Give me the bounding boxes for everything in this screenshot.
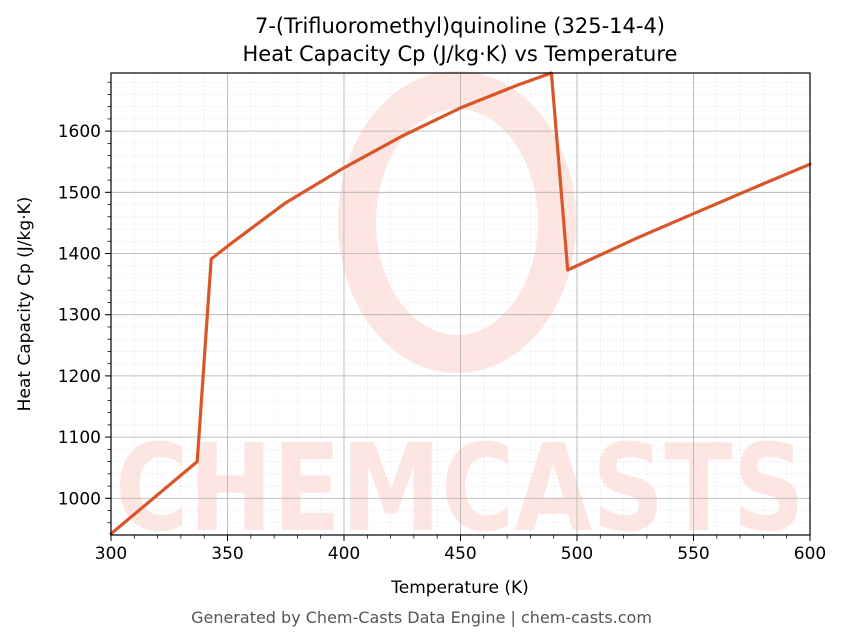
x-axis: 300 350 400 450 500 550 600 [95, 535, 826, 564]
chart-title: 7-(Trifluoromethyl)quinoline (325-14-4) [255, 14, 665, 38]
footer-credit: Generated by Chem-Casts Data Engine | ch… [191, 608, 652, 627]
y-tick-label: 1300 [58, 306, 101, 326]
y-axis: 1000 1100 1200 1300 1400 1500 1600 [58, 81, 111, 524]
chart: 7-(Trifluoromethyl)quinoline (325-14-4) … [15, 14, 826, 598]
x-axis-label: Temperature (K) [390, 578, 529, 598]
y-tick-label: 1600 [58, 122, 101, 142]
series-line [109, 71, 812, 536]
x-tick-label: 550 [677, 544, 709, 564]
y-tick-label: 1000 [58, 489, 101, 509]
x-tick-label: 400 [328, 544, 360, 564]
y-tick-label: 1100 [58, 428, 101, 448]
x-tick-label: 600 [794, 544, 826, 564]
chart-subtitle: Heat Capacity Cp (J/kg·K) vs Temperature [243, 42, 678, 66]
y-axis-label: Heat Capacity Cp (J/kg·K) [15, 197, 35, 412]
y-tick-label: 1400 [58, 245, 101, 265]
x-tick-label: 350 [211, 544, 243, 564]
x-tick-label: 450 [444, 544, 476, 564]
x-tick-label: 300 [95, 544, 127, 564]
watermark-logo: CHEMCASTS [115, 71, 805, 559]
y-tick-label: 1200 [58, 367, 101, 387]
series-group [109, 71, 812, 536]
y-tick-label: 1500 [58, 183, 101, 203]
x-tick-label: 500 [561, 544, 593, 564]
